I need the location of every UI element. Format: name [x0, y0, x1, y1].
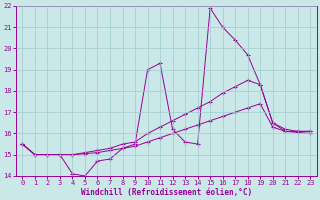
X-axis label: Windchill (Refroidissement éolien,°C): Windchill (Refroidissement éolien,°C) [81, 188, 252, 197]
